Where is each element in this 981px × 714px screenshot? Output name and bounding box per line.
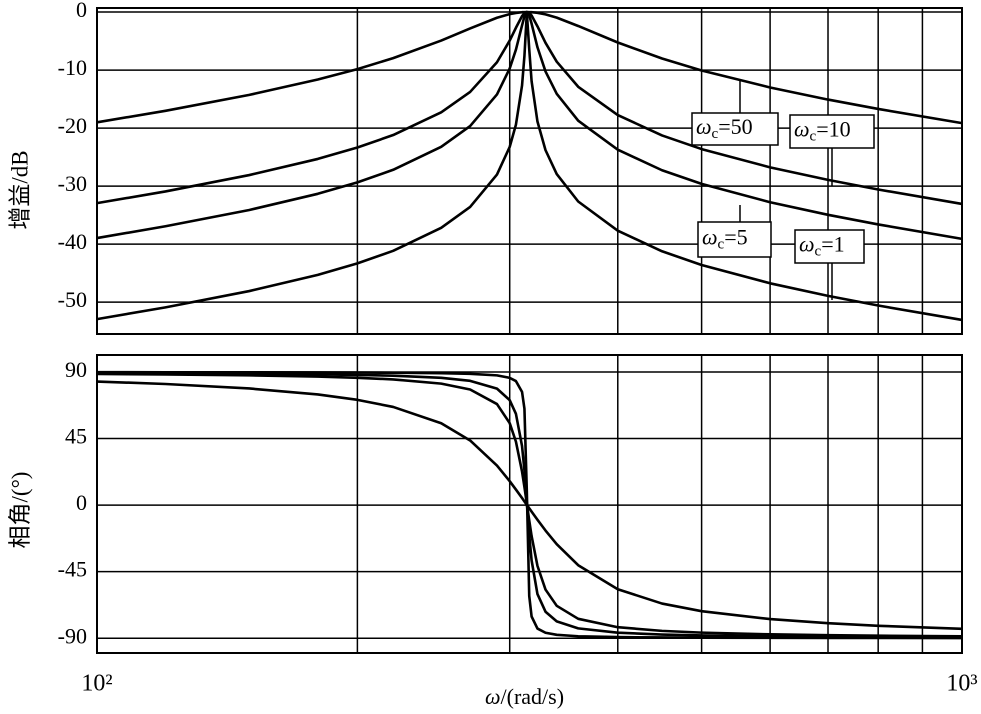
y-tick-label: -30 xyxy=(58,171,87,196)
series-label: ωc=1 xyxy=(799,232,845,260)
y-axis-label: 增益/dB xyxy=(7,150,32,229)
y-tick-label: -10 xyxy=(58,55,87,80)
label-rest: =5 xyxy=(724,225,747,250)
x-label-symbol: ω xyxy=(485,684,501,709)
y-axis-label: 相角/(°) xyxy=(7,472,32,549)
y-tick-label: 0 xyxy=(76,0,87,22)
y-tick-label: 45 xyxy=(65,424,87,449)
series-label: ωc=10 xyxy=(794,117,851,145)
series-label: ωc=5 xyxy=(702,225,748,253)
label-box xyxy=(789,114,875,149)
label-box xyxy=(697,221,772,258)
y-tick-label: -45 xyxy=(58,557,87,582)
label-symbol: ω xyxy=(696,114,712,139)
curve xyxy=(96,11,963,322)
y-tick-label: -40 xyxy=(58,229,87,254)
label-symbol: ω xyxy=(799,232,815,257)
y-tick-label: 0 xyxy=(76,490,87,515)
y-tick-label: -50 xyxy=(58,287,87,312)
label-rest: =50 xyxy=(718,114,752,139)
series-label: ωc=50 xyxy=(696,114,753,142)
x-label-rest: /(rad/s) xyxy=(501,684,565,709)
label-symbol: ω xyxy=(794,117,810,142)
label-sub: c xyxy=(815,244,822,260)
label-box xyxy=(691,112,779,146)
y-tick-label: -90 xyxy=(58,623,87,648)
curve xyxy=(96,370,963,640)
y-tick-label: -20 xyxy=(58,113,87,138)
x-axis-label: ω/(rad/s) xyxy=(485,684,564,709)
label-sub: c xyxy=(810,129,817,145)
label-rest: =1 xyxy=(821,232,844,257)
x-tick-label: 10³ xyxy=(946,671,977,697)
label-box xyxy=(794,229,865,264)
label-sub: c xyxy=(718,237,725,253)
y-tick-label: 90 xyxy=(65,357,87,382)
label-symbol: ω xyxy=(702,225,718,250)
plot-frame xyxy=(96,7,963,335)
plot-frame xyxy=(96,354,963,654)
label-sub: c xyxy=(712,126,719,142)
label-rest: =10 xyxy=(816,117,850,142)
x-tick-label: 10² xyxy=(81,671,112,697)
